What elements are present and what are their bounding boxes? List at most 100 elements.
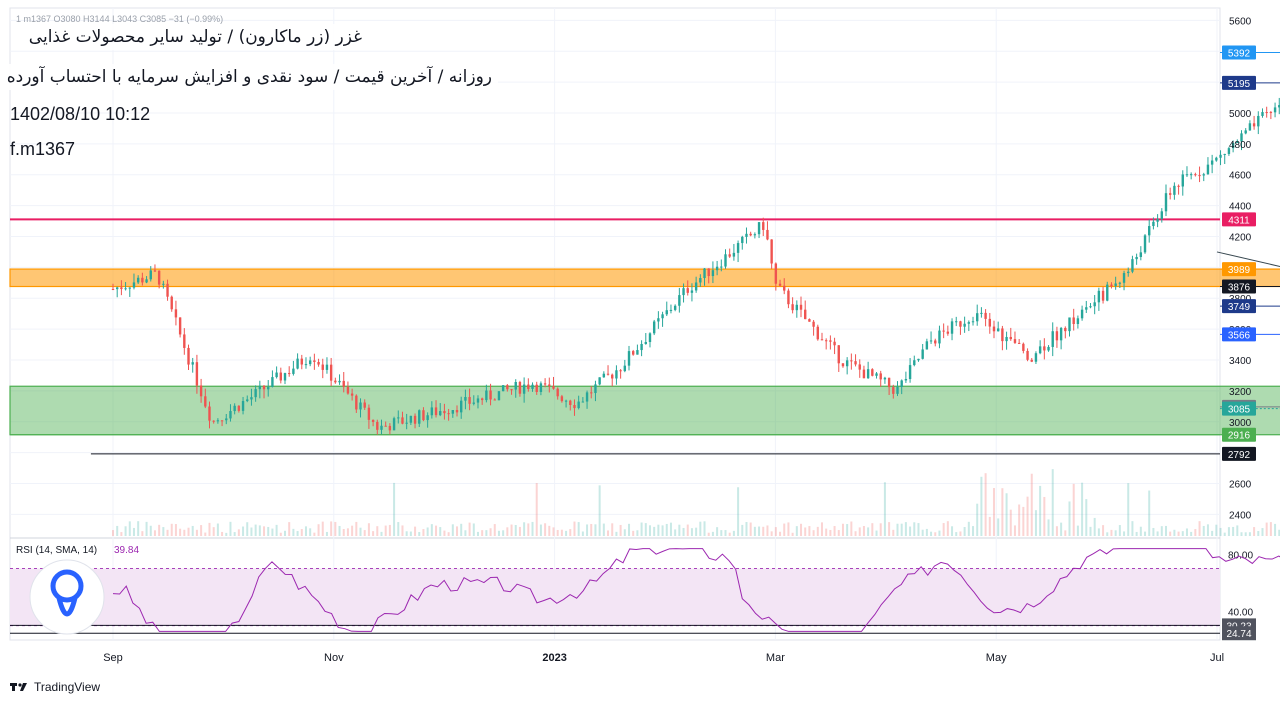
candle-body bbox=[489, 390, 492, 400]
volume-bar bbox=[489, 528, 492, 536]
volume-bar bbox=[661, 525, 664, 536]
volume-bar bbox=[1114, 530, 1117, 536]
candle-body bbox=[724, 254, 727, 267]
volume-bar bbox=[288, 522, 291, 536]
volume-bar bbox=[313, 532, 316, 536]
price-tick-label: 3400 bbox=[1229, 356, 1252, 367]
volume-bar bbox=[883, 482, 886, 536]
volume-bar bbox=[695, 527, 698, 536]
candle-body bbox=[162, 283, 165, 285]
candle-body bbox=[728, 254, 731, 257]
candle-body bbox=[178, 317, 182, 335]
candle-body bbox=[334, 380, 337, 383]
volume-bar bbox=[514, 525, 517, 536]
candle-body bbox=[1252, 123, 1256, 127]
volume-bar bbox=[951, 526, 954, 536]
volume-bar bbox=[502, 530, 505, 536]
volume-bar bbox=[363, 530, 366, 536]
volume-bar bbox=[359, 527, 362, 536]
volume-bar bbox=[170, 523, 173, 536]
volume-bar bbox=[414, 526, 417, 536]
volume-bar bbox=[1156, 531, 1159, 536]
volume-bar bbox=[393, 482, 396, 536]
volume-bar bbox=[523, 522, 526, 536]
volume-bar bbox=[527, 523, 530, 536]
volume-bar bbox=[682, 527, 685, 536]
volume-bar bbox=[632, 530, 635, 536]
candle-body bbox=[585, 392, 589, 402]
candle-body bbox=[1034, 353, 1038, 362]
price-tag-bg bbox=[1222, 446, 1256, 461]
volume-bar bbox=[183, 529, 186, 536]
volume-bar bbox=[1018, 504, 1021, 536]
volume-bar bbox=[938, 530, 941, 536]
candle-body bbox=[405, 422, 408, 424]
volume-bar bbox=[468, 522, 471, 536]
candle-body bbox=[166, 283, 169, 297]
volume-bar bbox=[456, 526, 459, 536]
candle-body bbox=[766, 229, 769, 240]
candle-body bbox=[820, 339, 824, 341]
candle-body bbox=[1160, 211, 1163, 219]
volume-bar bbox=[980, 476, 983, 536]
candle-body bbox=[866, 369, 870, 379]
volume-bar bbox=[812, 530, 815, 536]
ohlc-readout: 1 m1367 O3080 H3144 L3043 C3085 −31 (−0.… bbox=[16, 14, 224, 24]
volume-bar bbox=[422, 529, 425, 536]
candle-body bbox=[757, 222, 761, 235]
volume-bar bbox=[888, 522, 891, 536]
volume-bar bbox=[686, 524, 689, 536]
candle-body bbox=[913, 360, 916, 366]
candle-body bbox=[858, 364, 861, 370]
volume-bar bbox=[1206, 524, 1209, 536]
candle-body bbox=[841, 363, 845, 367]
volume-bar bbox=[229, 521, 232, 536]
candle-body bbox=[258, 385, 262, 390]
candle-body bbox=[984, 312, 987, 319]
volume-bar bbox=[917, 523, 920, 536]
volume-bar bbox=[1135, 531, 1138, 536]
candle-body bbox=[787, 290, 790, 305]
volume-bar bbox=[590, 523, 593, 536]
candle-body bbox=[279, 372, 283, 381]
price-tick-label: 2400 bbox=[1229, 510, 1252, 521]
candle-body bbox=[938, 330, 941, 344]
volume-bar bbox=[1164, 525, 1167, 536]
volume-bar bbox=[531, 521, 534, 536]
volume-bar bbox=[309, 528, 312, 536]
candle-body bbox=[1148, 226, 1151, 236]
candle-body bbox=[296, 358, 299, 369]
candle-body bbox=[707, 268, 710, 277]
volume-bar bbox=[569, 529, 572, 536]
rsi-band bbox=[10, 568, 1220, 626]
candle-body bbox=[1185, 174, 1189, 176]
volume-bar bbox=[1274, 523, 1277, 536]
candle-body bbox=[1135, 257, 1138, 260]
candle-body bbox=[611, 374, 614, 379]
volume-bar bbox=[1181, 531, 1184, 536]
candle-body bbox=[833, 341, 836, 346]
candle-body bbox=[967, 322, 971, 324]
volume-bar bbox=[296, 531, 299, 536]
volume-bar bbox=[892, 529, 895, 536]
volume-bar bbox=[1102, 525, 1105, 536]
candle-body bbox=[665, 310, 668, 315]
price-tag-bg bbox=[1222, 279, 1256, 294]
candle-body bbox=[313, 360, 316, 362]
candle-body bbox=[988, 318, 991, 327]
candle-body bbox=[136, 277, 140, 283]
candle-body bbox=[325, 364, 329, 370]
volume-bars bbox=[112, 469, 1280, 536]
candle-body bbox=[1072, 317, 1075, 325]
volume-bar bbox=[598, 485, 601, 536]
rsi-line bbox=[112, 548, 1280, 632]
volume-bar bbox=[518, 526, 521, 536]
footer-brand[interactable]: TradingView bbox=[10, 680, 100, 694]
volume-bar bbox=[871, 523, 874, 536]
candle-body bbox=[1009, 336, 1012, 340]
candle-body bbox=[959, 321, 962, 327]
candle-body bbox=[174, 309, 178, 318]
candle-body bbox=[845, 360, 849, 367]
volume-bar bbox=[187, 527, 190, 536]
